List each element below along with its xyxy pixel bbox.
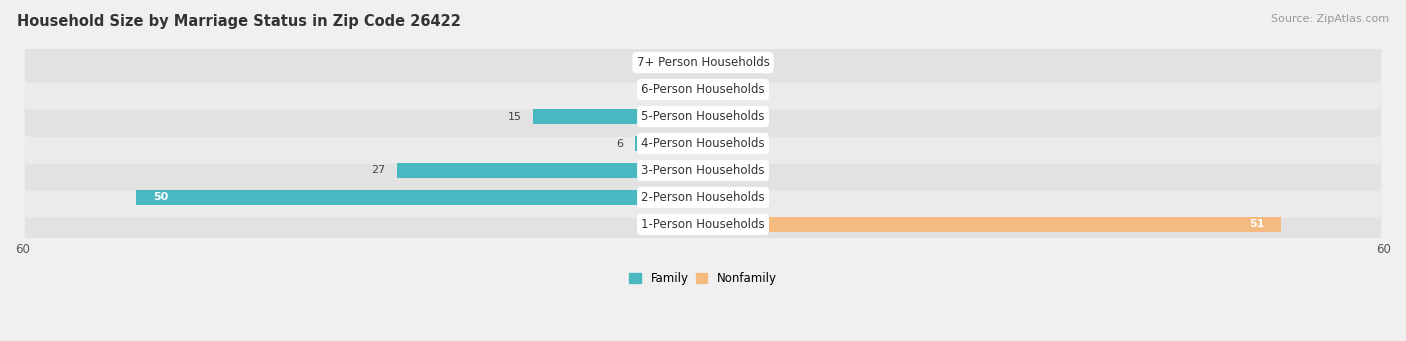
Bar (703, 163, 748, 178)
Text: 7+ Person Households: 7+ Person Households (637, 56, 769, 69)
Text: 51: 51 (1249, 220, 1264, 229)
FancyBboxPatch shape (25, 96, 1381, 137)
Text: 2-Person Households: 2-Person Households (641, 191, 765, 204)
Bar (703, 82, 748, 98)
Text: 0: 0 (640, 85, 647, 94)
FancyBboxPatch shape (25, 150, 1381, 191)
Text: 6: 6 (617, 138, 624, 149)
Text: 0: 0 (759, 192, 766, 203)
Text: 0: 0 (640, 220, 647, 229)
Text: 0: 0 (640, 58, 647, 68)
Text: 5-Person Households: 5-Person Households (641, 110, 765, 123)
Bar (703, 136, 748, 151)
Text: 0: 0 (759, 58, 766, 68)
Legend: Family, Nonfamily: Family, Nonfamily (630, 272, 776, 285)
Text: 3-Person Households: 3-Person Households (641, 164, 765, 177)
FancyBboxPatch shape (25, 42, 1381, 83)
Text: 0: 0 (759, 85, 766, 94)
Text: 27: 27 (371, 165, 385, 176)
Bar (636, 136, 703, 151)
Text: 6-Person Households: 6-Person Households (641, 83, 765, 96)
Bar (396, 163, 703, 178)
Text: 15: 15 (508, 112, 522, 121)
Bar (136, 190, 703, 205)
Text: 0: 0 (759, 165, 766, 176)
Text: 1-Person Households: 1-Person Households (641, 218, 765, 231)
Bar (703, 109, 748, 124)
Text: 50: 50 (153, 192, 169, 203)
FancyBboxPatch shape (25, 123, 1381, 164)
Bar (703, 55, 748, 70)
FancyBboxPatch shape (25, 69, 1381, 110)
Bar (658, 217, 703, 232)
Bar (703, 217, 1281, 232)
Text: Source: ZipAtlas.com: Source: ZipAtlas.com (1271, 14, 1389, 24)
Text: Household Size by Marriage Status in Zip Code 26422: Household Size by Marriage Status in Zip… (17, 14, 461, 29)
Bar (533, 109, 703, 124)
FancyBboxPatch shape (25, 177, 1381, 218)
Text: 0: 0 (759, 138, 766, 149)
Bar (658, 82, 703, 98)
Bar (658, 55, 703, 70)
Text: 0: 0 (759, 112, 766, 121)
FancyBboxPatch shape (25, 204, 1381, 244)
Bar (703, 190, 748, 205)
Text: 4-Person Households: 4-Person Households (641, 137, 765, 150)
